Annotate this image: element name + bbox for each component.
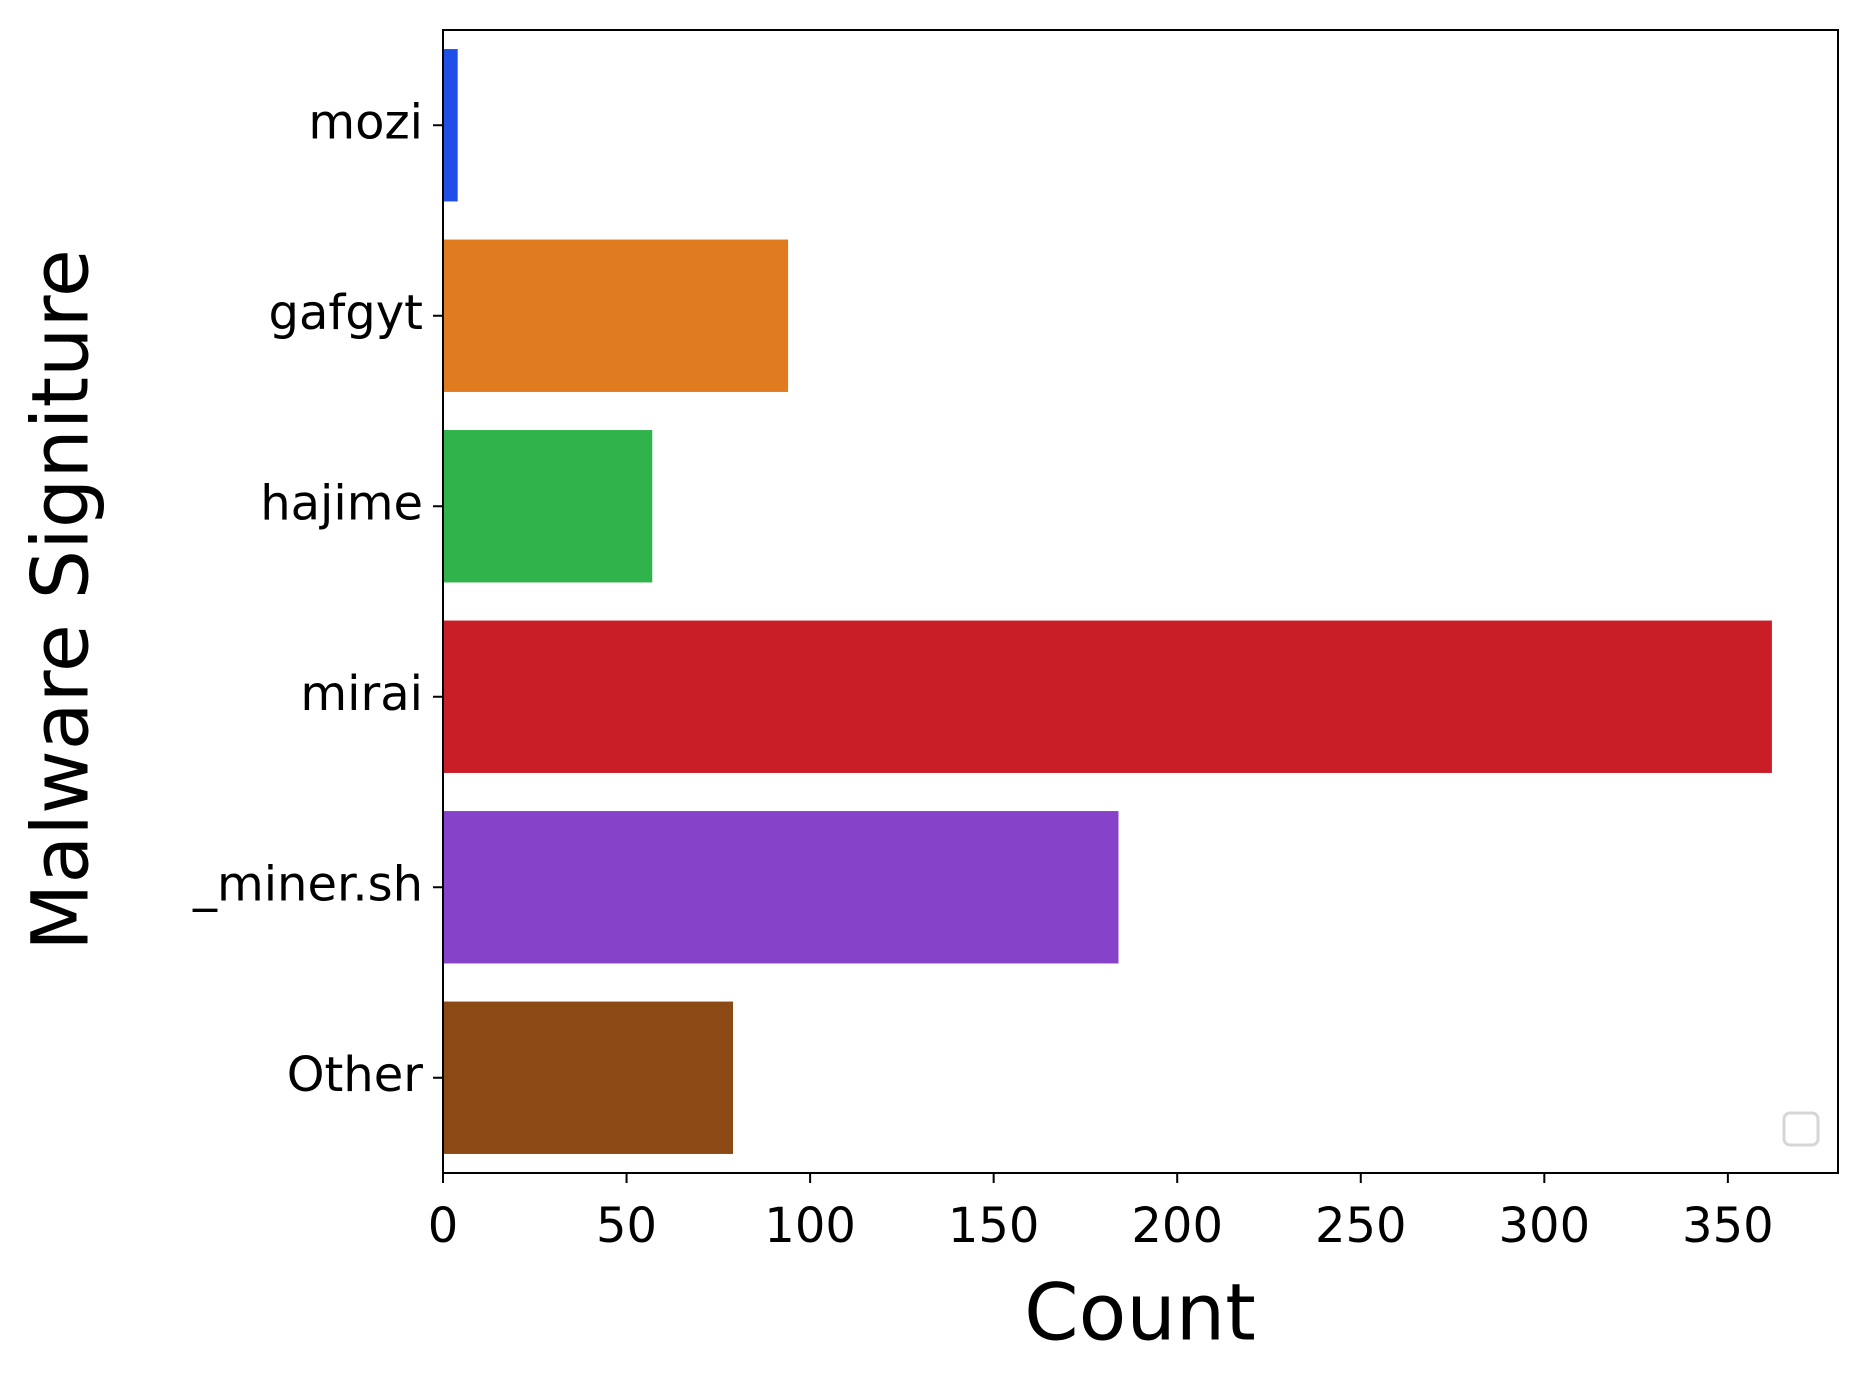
bar (443, 811, 1119, 964)
y-tick-label: _miner.sh (192, 856, 423, 912)
x-tick-label: 300 (1499, 1198, 1591, 1254)
y-tick-label: Other (287, 1047, 424, 1103)
bar (443, 49, 458, 202)
bar (443, 430, 653, 583)
x-tick-label: 100 (764, 1198, 856, 1254)
y-tick-label: hajime (260, 475, 423, 531)
x-tick-label: 250 (1315, 1198, 1407, 1254)
bar (443, 1001, 734, 1154)
y-axis-title: Malware Signiture (16, 249, 106, 951)
x-axis-title: Count (1024, 1268, 1256, 1358)
y-tick-label: mozi (308, 94, 423, 150)
bar (443, 620, 1772, 773)
x-tick-label: 200 (1131, 1198, 1223, 1254)
bar (443, 239, 789, 392)
x-tick-label: 50 (596, 1198, 657, 1254)
x-tick-label: 0 (428, 1198, 459, 1254)
x-tick-label: 350 (1682, 1198, 1774, 1254)
x-tick-label: 150 (948, 1198, 1040, 1254)
y-tick-label: mirai (300, 666, 423, 722)
legend (1782, 1111, 1820, 1147)
plot-frame (442, 29, 1839, 1174)
y-tick-label: gafgyt (269, 285, 423, 341)
